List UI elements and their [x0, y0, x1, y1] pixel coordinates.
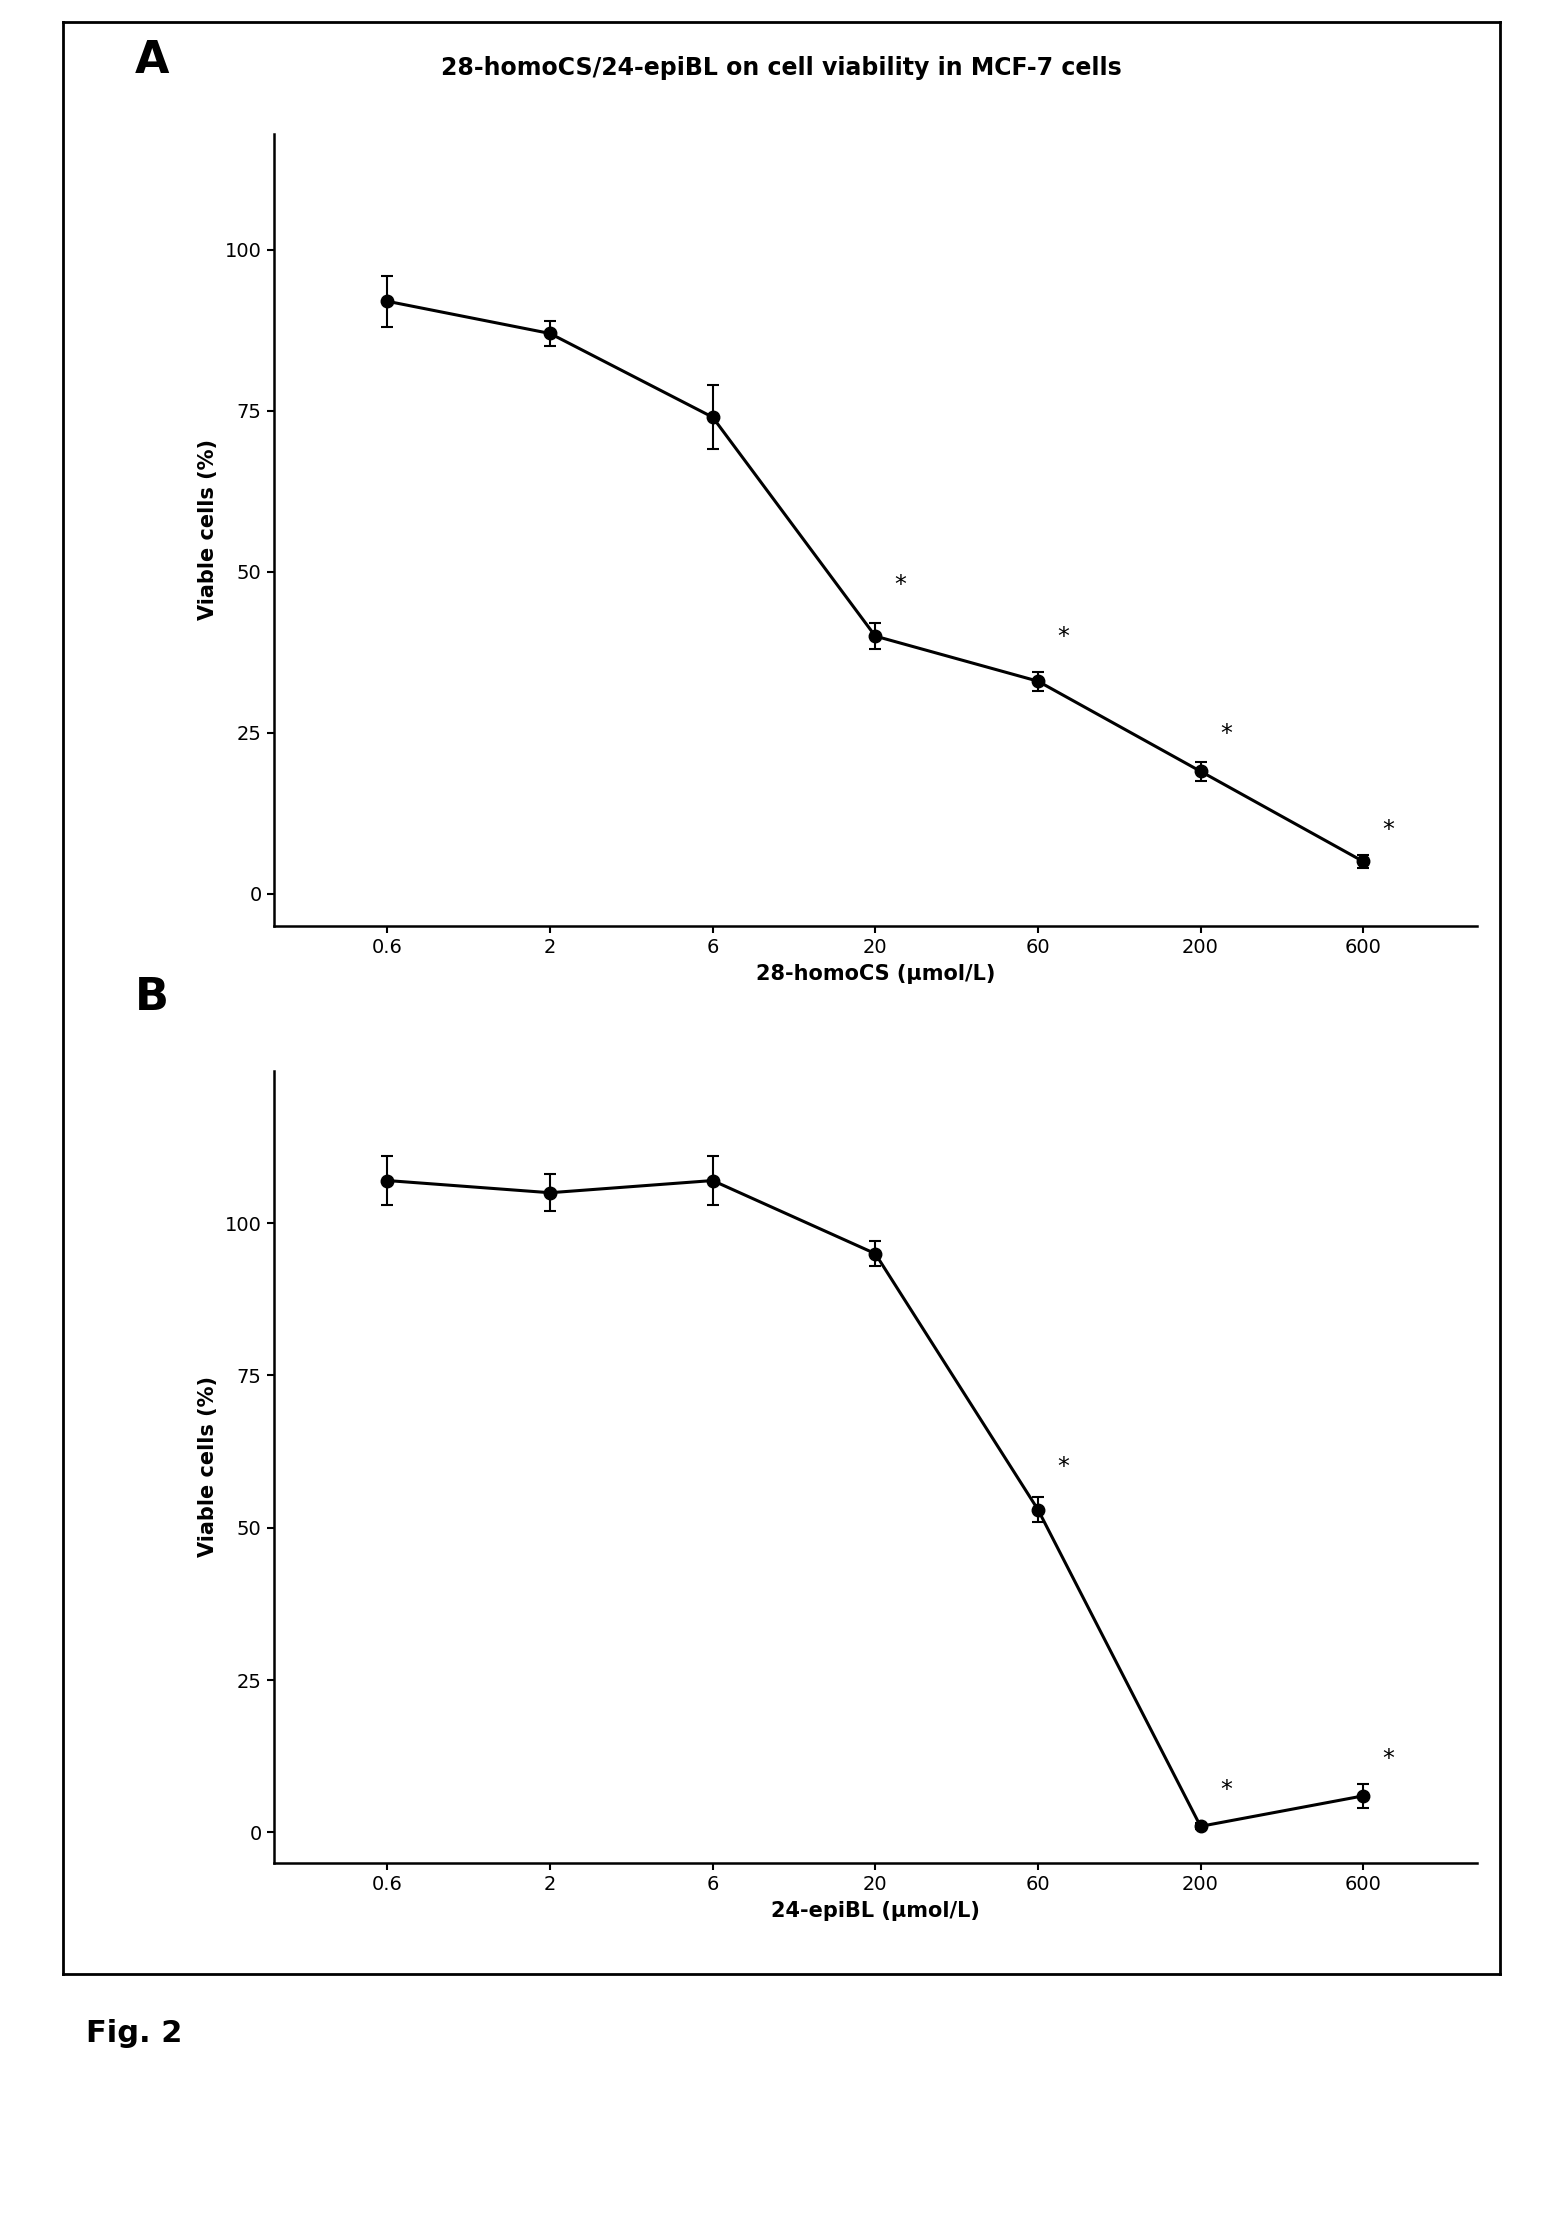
Text: *: *: [894, 573, 907, 598]
Text: B: B: [134, 975, 169, 1020]
Text: *: *: [1383, 1747, 1394, 1771]
Text: *: *: [1221, 1778, 1232, 1803]
X-axis label: 24-epiBL (μmol/L): 24-epiBL (μmol/L): [771, 1901, 980, 1921]
Y-axis label: Viable cells (%): Viable cells (%): [199, 440, 217, 620]
Text: Fig. 2: Fig. 2: [86, 2019, 183, 2048]
Text: *: *: [1383, 819, 1394, 841]
Text: 28-homoCS/24-epiBL on cell viability in MCF-7 cells: 28-homoCS/24-epiBL on cell viability in …: [441, 56, 1122, 80]
Text: *: *: [1221, 721, 1232, 745]
Text: A: A: [134, 38, 170, 83]
Text: *: *: [1058, 1455, 1069, 1479]
Y-axis label: Viable cells (%): Viable cells (%): [199, 1377, 217, 1557]
Text: *: *: [1058, 625, 1069, 649]
X-axis label: 28-homoCS (μmol/L): 28-homoCS (μmol/L): [755, 964, 996, 984]
